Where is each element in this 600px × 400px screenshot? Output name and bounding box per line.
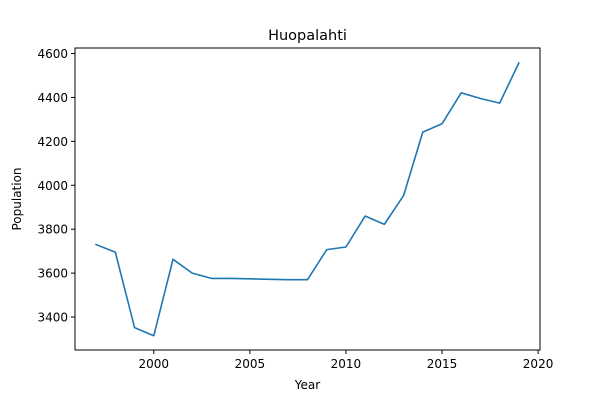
y-tick-label: 3600 bbox=[37, 267, 68, 281]
x-tick-label: 2000 bbox=[139, 357, 170, 371]
series-line-0 bbox=[95, 61, 520, 337]
y-tick-label: 4600 bbox=[37, 47, 68, 61]
series-layer bbox=[95, 61, 520, 337]
x-tick-label: 2020 bbox=[523, 357, 554, 371]
x-tick-label: 2010 bbox=[331, 357, 362, 371]
y-tick-label: 3800 bbox=[37, 223, 68, 237]
y-axis-label: Population bbox=[10, 167, 24, 230]
chart-title: Huopalahti bbox=[268, 28, 347, 44]
x-axis-label: Year bbox=[294, 378, 320, 392]
y-tick-label: 4400 bbox=[37, 91, 68, 105]
y-tick-label: 3400 bbox=[37, 311, 68, 325]
x-tick-label: 2015 bbox=[427, 357, 458, 371]
x-axis-ticks: 2000 2005 2010 2015 2020 bbox=[139, 350, 554, 371]
plot-frame bbox=[74, 47, 541, 351]
x-tick-label: 2005 bbox=[235, 357, 266, 371]
y-tick-label: 4000 bbox=[37, 179, 68, 193]
y-tick-label: 4200 bbox=[37, 135, 68, 149]
y-axis-ticks: 3400 3600 3800 4000 4200 4400 4600 bbox=[37, 47, 75, 325]
